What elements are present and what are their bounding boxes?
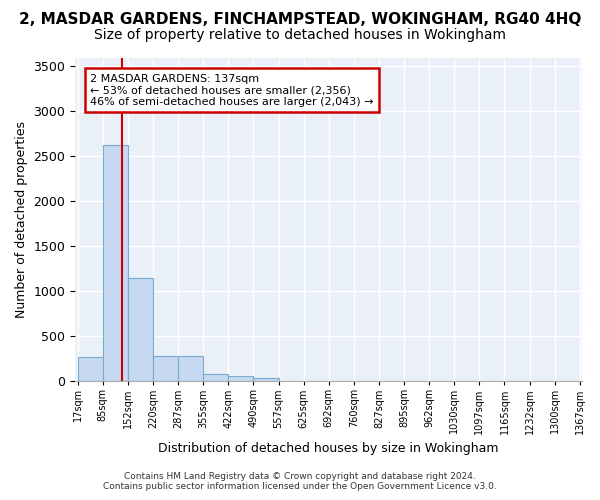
- Bar: [77, 357, 103, 381]
- Bar: [253, 378, 278, 381]
- Text: 2, MASDAR GARDENS, FINCHAMPSTEAD, WOKINGHAM, RG40 4HQ: 2, MASDAR GARDENS, FINCHAMPSTEAD, WOKING…: [19, 12, 581, 28]
- X-axis label: Distribution of detached houses by size in Wokingham: Distribution of detached houses by size …: [158, 442, 499, 455]
- Bar: [103, 144, 128, 381]
- Bar: [178, 356, 203, 381]
- Bar: [229, 376, 253, 381]
- Text: Contains HM Land Registry data © Crown copyright and database right 2024.
Contai: Contains HM Land Registry data © Crown c…: [103, 472, 497, 491]
- Bar: [128, 278, 153, 381]
- Y-axis label: Number of detached properties: Number of detached properties: [15, 121, 28, 318]
- Bar: [203, 374, 229, 381]
- Text: Size of property relative to detached houses in Wokingham: Size of property relative to detached ho…: [94, 28, 506, 42]
- Bar: [153, 356, 178, 381]
- Text: 2 MASDAR GARDENS: 137sqm
← 53% of detached houses are smaller (2,356)
46% of sem: 2 MASDAR GARDENS: 137sqm ← 53% of detach…: [90, 74, 374, 107]
